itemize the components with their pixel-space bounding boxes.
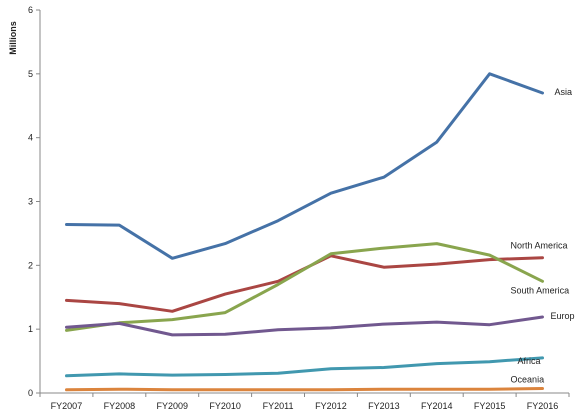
x-tick-label: FY2014 [421,401,453,411]
series-group [65,72,544,392]
series-line-asia [65,72,544,260]
y-tick-label: 6 [28,5,33,15]
y-tick-label: 4 [28,133,33,143]
series-label-group: Asia North America South America Europe Afri… [511,87,575,385]
x-tick-label: FY2011 [263,401,294,411]
series-label-europe: Europe [551,311,575,321]
series-line-oceania [65,387,544,392]
y-axis-title: Millions [8,21,18,55]
series-label-asia: Asia [555,87,573,97]
y-tick-group: 0 1 2 3 4 5 6 [28,5,40,398]
y-tick-label: 5 [28,69,33,79]
x-tick-label: FY2010 [209,401,241,411]
y-tick-label: 0 [28,388,33,398]
y-tick-label: 3 [28,197,33,207]
series-label-africa: Africa [518,356,541,366]
x-tick-label: FY2007 [51,401,83,411]
series-line-south-america [65,242,544,332]
series-line-africa [65,356,544,378]
x-tick-label: FY2013 [368,401,400,411]
y-tick-label: 2 [28,260,33,270]
series-label-north-america: North America [511,241,568,251]
axes [39,10,569,394]
x-tick-label: FY2016 [527,401,559,411]
series-line-north-america [65,254,544,313]
series-label-oceania: Oceania [511,375,545,385]
x-tick-group: FY2007 FY2008 FY2009 FY2010 FY2011 FY2012 FY20… [39,393,570,411]
x-tick-label: FY2008 [104,401,136,411]
series-line-europe [65,315,544,337]
x-tick-label: FY2015 [474,401,506,411]
x-tick-label: FY2009 [156,401,188,411]
x-tick-label: FY2012 [315,401,347,411]
y-tick-label: 1 [28,324,33,334]
series-label-south-america: South America [511,285,570,295]
